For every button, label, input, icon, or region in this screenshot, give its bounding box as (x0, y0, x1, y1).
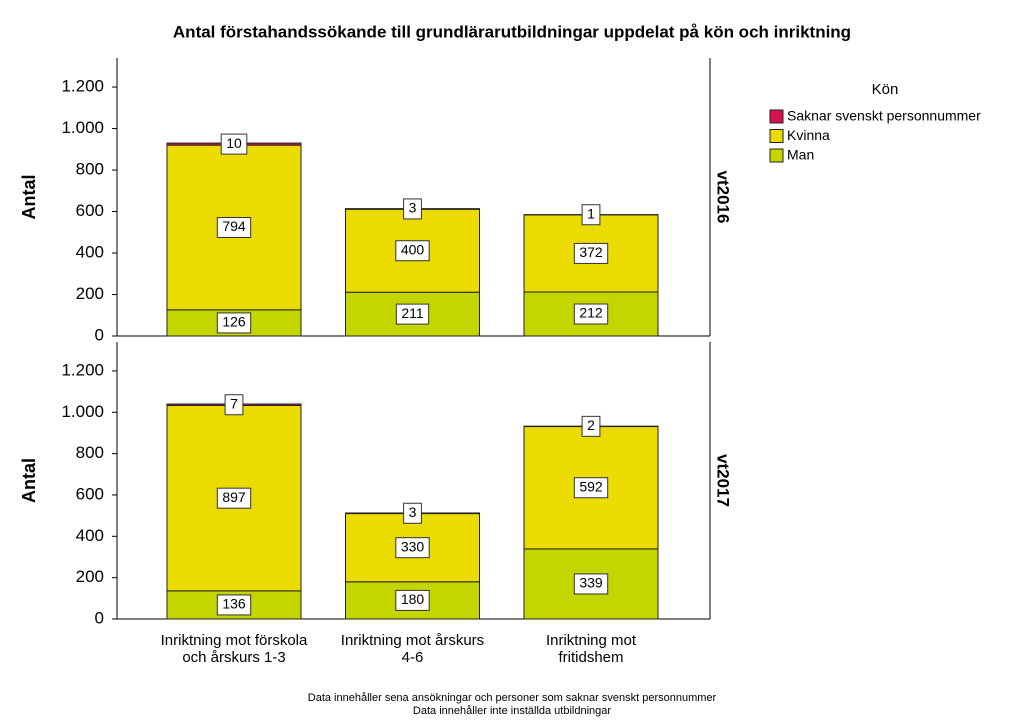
value-label: 372 (579, 244, 603, 260)
value-label-box (403, 198, 422, 220)
value-label-box (216, 594, 252, 616)
value-label-box (216, 216, 252, 238)
value-label: 126 (222, 314, 246, 330)
footnote: Data innehåller inte inställda utbildnin… (413, 705, 611, 717)
y-tick-label: 1.000 (61, 402, 104, 421)
y-tick-label: 1.000 (61, 118, 104, 137)
value-label-box (403, 502, 422, 524)
y-tick-label: 600 (76, 484, 104, 503)
panel-label: vt2017 (714, 454, 733, 507)
legend-swatch (769, 109, 784, 124)
y-tick-label: 1.200 (61, 77, 104, 96)
value-label: 339 (579, 575, 603, 591)
value-label-box (581, 415, 601, 437)
value-label-box (395, 303, 430, 325)
value-label-box (395, 589, 430, 611)
value-label-box (395, 537, 430, 559)
x-tick-label: Inriktning mot årskurs 4-6 (340, 632, 485, 666)
value-label: 592 (579, 478, 603, 494)
panel-label: vt2016 (714, 171, 733, 224)
value-label: 7 (230, 395, 238, 411)
legend-label: Saknar svenskt personnummer (787, 108, 981, 124)
value-label: 794 (222, 218, 246, 234)
legend-title: Kön (872, 81, 899, 98)
y-tick-label: 200 (76, 284, 104, 303)
value-label: 1 (587, 205, 595, 221)
legend-label: Man (787, 147, 814, 163)
y-tick-label: 1.200 (61, 360, 104, 379)
value-label: 3 (409, 504, 417, 520)
y-tick-label: 0 (95, 325, 104, 344)
value-label-box (573, 303, 609, 325)
value-label: 897 (222, 489, 246, 505)
value-label: 10 (226, 135, 242, 151)
y-tick-label: 0 (95, 608, 104, 627)
legend-swatch (769, 129, 784, 143)
value-label: 2 (587, 417, 595, 433)
value-label: 211 (401, 305, 424, 321)
value-label-box (224, 394, 244, 416)
value-label-box (581, 204, 601, 226)
y-tick-label: 800 (76, 160, 104, 179)
value-label-box (216, 312, 252, 334)
y-tick-label: 200 (76, 567, 104, 586)
y-tick-label: 800 (76, 443, 104, 462)
y-tick-label: 600 (76, 201, 104, 220)
y-tick-label: 400 (76, 526, 104, 545)
value-label: 136 (222, 596, 246, 612)
value-label: 330 (401, 538, 425, 554)
value-label-box (573, 477, 609, 499)
value-label-box (220, 133, 248, 155)
value-label-box (395, 240, 430, 262)
value-label-box (216, 487, 252, 509)
value-label-box (573, 242, 609, 264)
y-axis-label: Antal (19, 175, 39, 220)
value-label: 180 (401, 591, 425, 607)
value-label: 3 (409, 200, 417, 216)
chart-title: Antal förstahandssökande till grundlärar… (173, 22, 851, 41)
value-label: 212 (579, 305, 603, 321)
legend-swatch (769, 148, 784, 163)
y-axis-label: Antal (19, 458, 39, 503)
x-tick-label: Inriktning mot fritidshem (545, 632, 637, 666)
y-tick-label: 400 (76, 242, 104, 261)
x-tick-label: Inriktning mot förskola och årskurs 1-3 (160, 632, 308, 666)
value-label: 400 (401, 241, 425, 257)
footnote: Data innehåller sena ansökningar och per… (308, 692, 717, 704)
legend-label: Kvinna (787, 127, 830, 143)
value-label-box (573, 573, 609, 595)
